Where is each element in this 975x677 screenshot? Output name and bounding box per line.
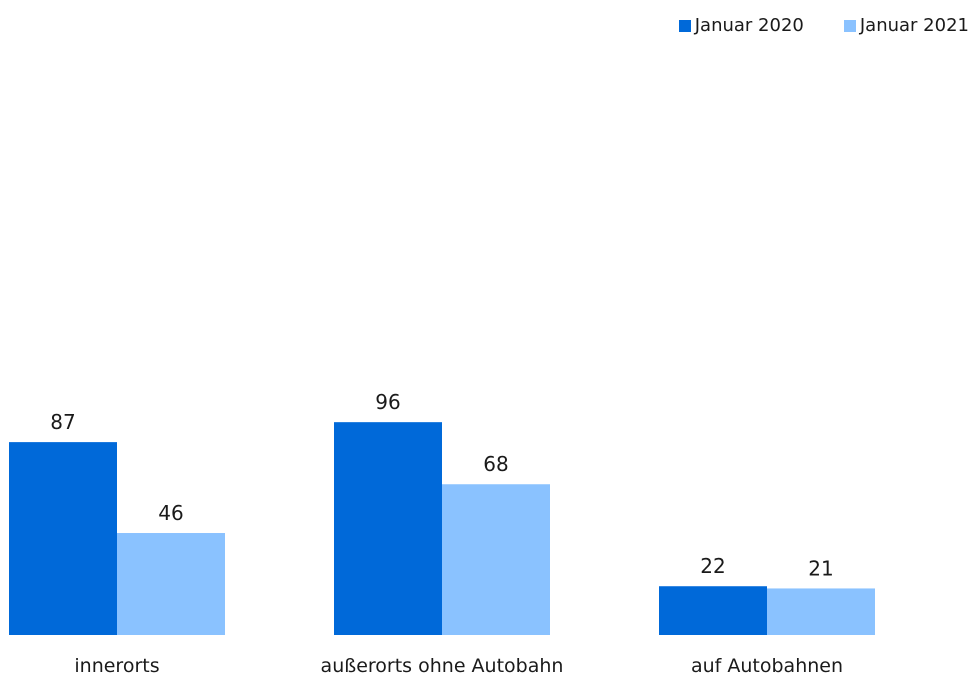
bar-2-3 — [767, 588, 875, 635]
value-label-2-1: 46 — [158, 501, 183, 525]
legend-item-series-2: Januar 2021 — [843, 15, 969, 36]
bar-1-1 — [9, 442, 117, 635]
bar-1-2 — [334, 422, 442, 635]
value-label-1-3: 22 — [700, 554, 725, 578]
category-label-2: außerorts ohne Autobahn — [321, 655, 564, 677]
value-label-2-2: 68 — [483, 452, 508, 476]
legend: Januar 2020 Januar 2021 — [639, 16, 969, 36]
bar-1-3 — [659, 586, 767, 635]
legend-label-series-2: Januar 2021 — [859, 15, 969, 36]
legend-swatch-series-2 — [843, 20, 856, 32]
legend-label-series-1: Januar 2020 — [694, 15, 804, 36]
category-label-1: innerorts — [74, 655, 159, 677]
bar-2-1 — [117, 533, 225, 635]
bar-2-2 — [442, 484, 550, 635]
category-label-3: auf Autobahnen — [691, 655, 843, 677]
value-label-2-3: 21 — [808, 556, 833, 580]
legend-item-series-1: Januar 2020 — [678, 15, 804, 36]
value-label-1-1: 87 — [50, 410, 75, 434]
legend-swatch-series-1 — [678, 20, 691, 32]
value-label-1-2: 96 — [375, 390, 400, 414]
